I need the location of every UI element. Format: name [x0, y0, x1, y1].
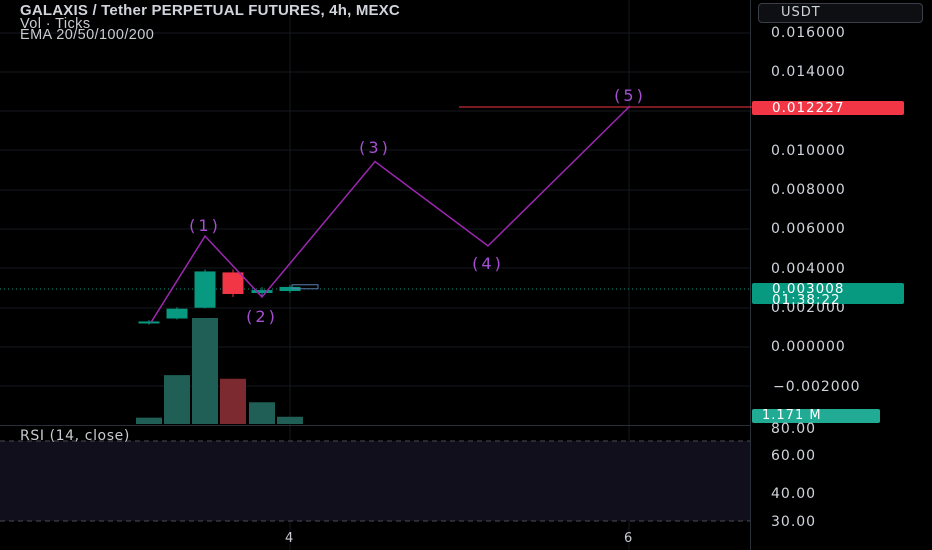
- price-tick: 0.002000: [771, 300, 846, 316]
- rsi-band: [0, 441, 750, 521]
- elliott-wave-label: (1): [189, 216, 221, 235]
- candle-body[interactable]: [279, 286, 301, 292]
- candle-body[interactable]: [251, 290, 273, 294]
- volume-bar: [220, 378, 246, 424]
- price-tick: 0.010000: [771, 143, 846, 159]
- price-tick: 0.008000: [771, 182, 846, 198]
- elliott-wave-label: (4): [472, 254, 504, 273]
- rsi-tick: 60.00: [771, 448, 817, 464]
- price-tick: 0.004000: [771, 261, 846, 277]
- candle-body[interactable]: [138, 321, 160, 324]
- currency-selector-button[interactable]: USDT: [758, 3, 923, 23]
- last-price-badge: 0.003008 01:38:22: [752, 281, 904, 308]
- elliott-wave-labels: (1) (2) (3) (4) (5): [189, 86, 646, 326]
- price-tick: 0.014000: [771, 64, 846, 80]
- candle-body[interactable]: [194, 271, 216, 308]
- elliott-wave-line[interactable]: [150, 105, 631, 323]
- volume-bar: [136, 417, 162, 424]
- price-tick: 0.006000: [771, 221, 846, 237]
- time-tick: 6: [624, 531, 633, 546]
- last-price-value: 0.003008: [772, 281, 845, 297]
- candle-body[interactable]: [166, 308, 188, 319]
- rsi-indicator-label[interactable]: RSI (14, close): [20, 428, 130, 444]
- elliott-wave-label: (2): [246, 307, 278, 326]
- price-tick: −0.002000: [773, 379, 861, 395]
- chart-title: GALAXIS / Tether PERPETUAL FUTURES, 4h, …: [20, 2, 400, 19]
- grid-lines: [0, 0, 751, 550]
- price-tick: 0.016000: [771, 25, 846, 41]
- projection-marker: [291, 284, 319, 290]
- ema-indicator-label[interactable]: EMA 20/50/100/200: [20, 27, 155, 43]
- elliott-wave-label: (3): [359, 138, 391, 157]
- volume-bar: [249, 402, 275, 424]
- volume-bar: [192, 318, 218, 424]
- bar-countdown: 01:38:22: [772, 291, 841, 308]
- volume-bars: [136, 318, 303, 424]
- time-tick: 4: [285, 531, 294, 546]
- candle-body[interactable]: [222, 272, 244, 294]
- volume-badge: 1.171 M: [752, 409, 880, 423]
- rsi-tick: 80.00: [771, 421, 817, 437]
- volume-indicator-label[interactable]: Vol · Ticks: [20, 16, 91, 32]
- volume-bar: [277, 416, 303, 424]
- rsi-tick: 30.00: [771, 514, 817, 530]
- volume-bar: [164, 375, 190, 424]
- price-tick: 0.000000: [771, 339, 846, 355]
- elliott-wave-label: (5): [614, 86, 646, 105]
- candlestick-series[interactable]: [138, 269, 319, 325]
- rsi-tick: 40.00: [771, 486, 817, 502]
- target-price-badge: 0.012227: [752, 101, 904, 115]
